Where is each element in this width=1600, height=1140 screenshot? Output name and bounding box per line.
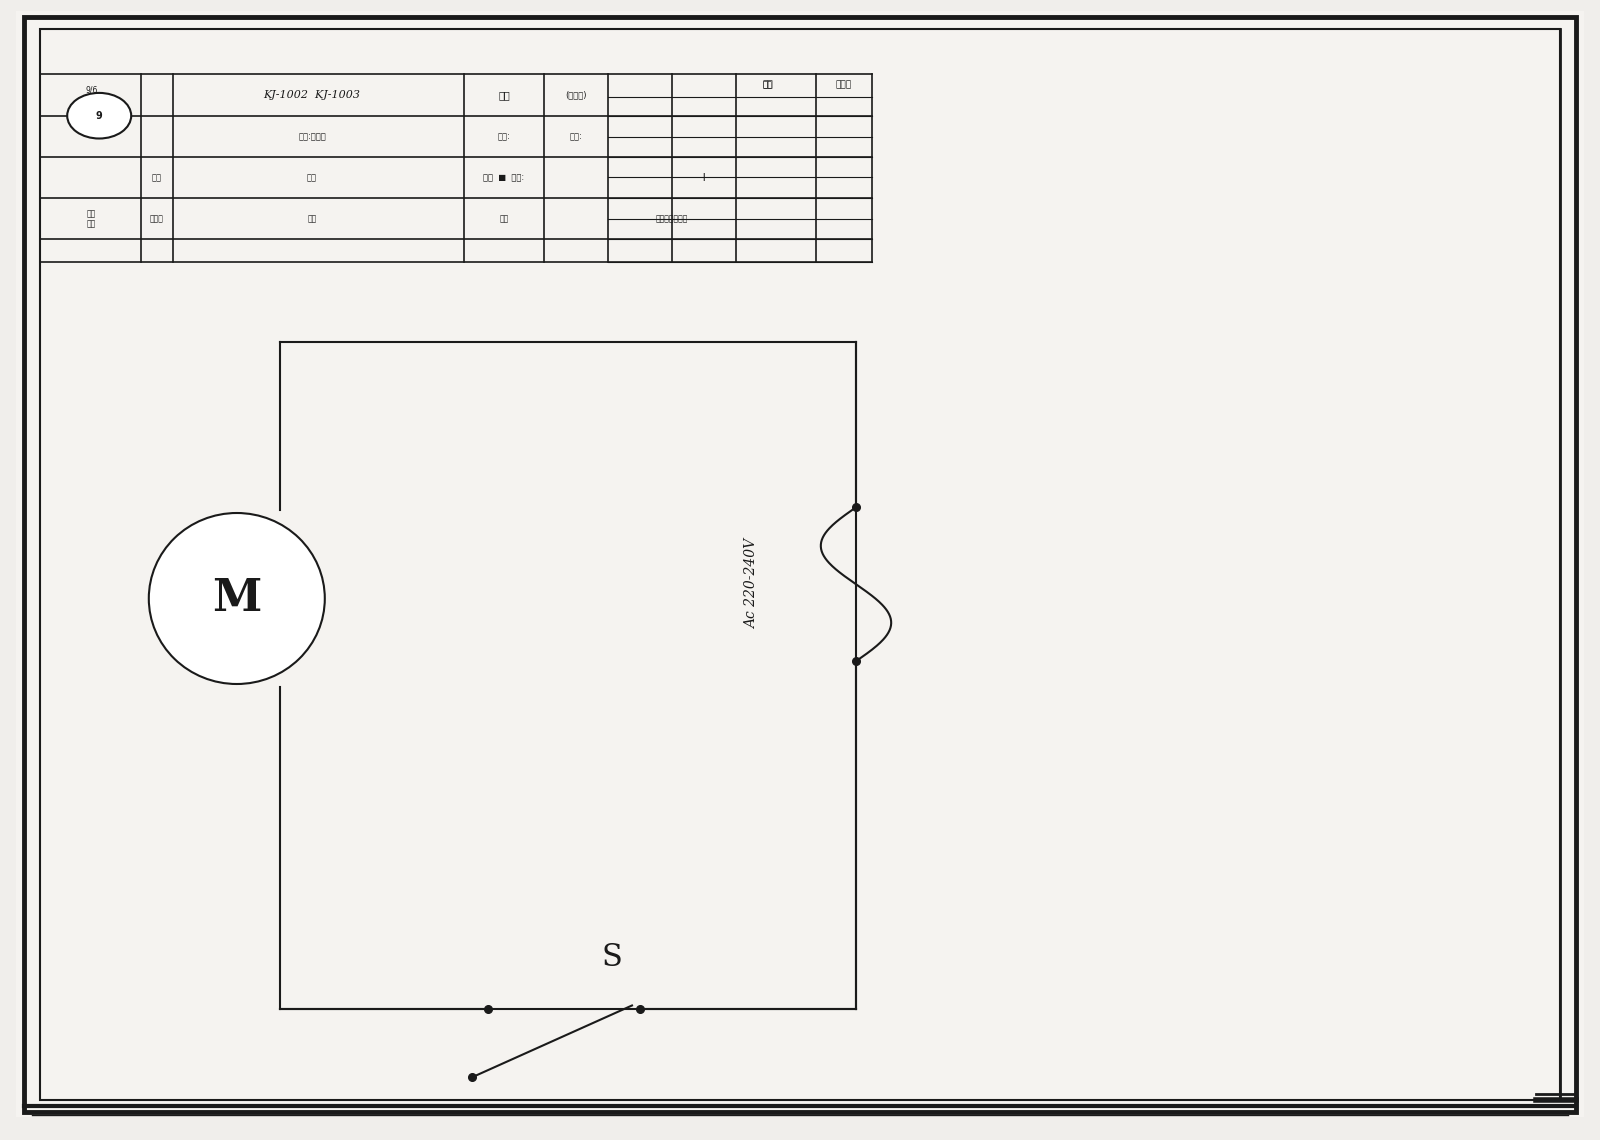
Text: 9/6
班: 9/6 班	[85, 86, 98, 105]
Text: KJ-1002  KJ-1003: KJ-1002 KJ-1003	[264, 90, 360, 100]
Ellipse shape	[149, 513, 325, 684]
Text: S: S	[602, 942, 622, 974]
Text: 修正: 修正	[152, 173, 162, 182]
Text: 图号:标准图: 图号:标准图	[298, 132, 326, 141]
Text: 日期: 日期	[763, 80, 773, 89]
Text: 日期: 日期	[763, 80, 773, 89]
Circle shape	[67, 92, 131, 138]
Text: M: M	[213, 577, 261, 620]
Text: 图号: 图号	[498, 90, 510, 100]
Text: 图次:: 图次:	[570, 132, 582, 141]
Text: 9: 9	[96, 111, 102, 121]
Text: (电登单): (电登单)	[565, 91, 587, 99]
Text: 签定者: 签定者	[835, 80, 851, 89]
Text: 一般公差等级一: 一般公差等级一	[656, 214, 688, 223]
Text: +: +	[699, 171, 709, 185]
Text: 图面  ■  规格:: 图面 ■ 规格:	[483, 173, 525, 182]
Text: 技件: 技件	[307, 214, 317, 223]
Text: 审查
理者: 审查 理者	[86, 209, 96, 229]
Text: Ac 220-240V: Ac 220-240V	[746, 539, 758, 629]
Text: 版次:: 版次:	[498, 132, 510, 141]
Text: 技术: 技术	[307, 173, 317, 182]
Text: 出图: 出图	[499, 214, 509, 223]
Text: 直接者: 直接者	[150, 214, 163, 223]
